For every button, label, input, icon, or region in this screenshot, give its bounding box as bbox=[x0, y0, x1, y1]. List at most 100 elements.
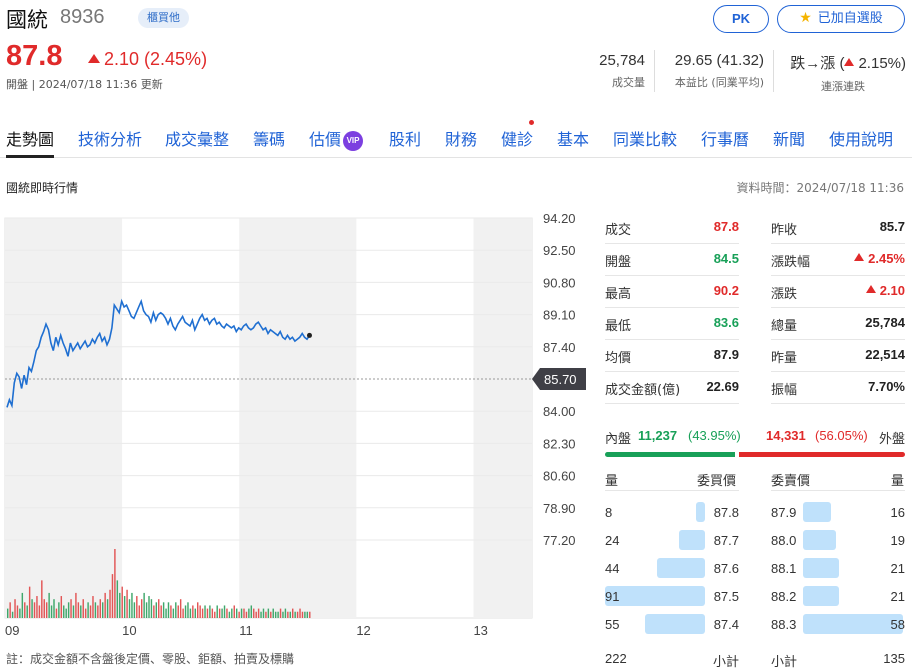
tab-trades[interactable]: 成交彙整 bbox=[165, 130, 230, 149]
tab-chips[interactable]: 籌碼 bbox=[253, 130, 286, 149]
quote-label: 總量 bbox=[771, 319, 798, 334]
volume-bar bbox=[197, 602, 199, 618]
bid-row[interactable]: 91 87.5 bbox=[605, 582, 739, 610]
volume-bar bbox=[60, 596, 63, 618]
volume-bar bbox=[309, 611, 311, 618]
watchlist-label: 已加自選股 bbox=[817, 11, 883, 26]
tab-help[interactable]: 使用說明 bbox=[829, 130, 894, 149]
y-tick-label: 87.40 bbox=[543, 340, 576, 355]
bid-row[interactable]: 55 87.4 bbox=[605, 610, 739, 638]
ask-row[interactable]: 58 88.3 bbox=[771, 610, 905, 638]
pk-button[interactable]: PK bbox=[713, 5, 769, 33]
bid-row[interactable]: 24 87.7 bbox=[605, 526, 739, 554]
tab-valuation[interactable]: 估價 VIP bbox=[309, 126, 364, 151]
volume-bar bbox=[63, 605, 65, 618]
bid-price: 87.6 bbox=[713, 561, 739, 576]
intraday-chart[interactable]: 94.20 92.50 90.80 89.10 87.40 84.00 82.30 80.60… bbox=[0, 210, 600, 672]
volume-bar bbox=[16, 605, 19, 618]
volume-bar bbox=[265, 611, 267, 618]
volume-bar bbox=[53, 599, 55, 618]
volume-bar bbox=[262, 608, 265, 618]
bid-row[interactable]: 44 87.6 bbox=[605, 554, 739, 582]
tab-financial[interactable]: 財務 bbox=[445, 130, 478, 149]
volume-bar bbox=[162, 602, 165, 618]
y-tick-label: 84.00 bbox=[543, 404, 576, 419]
volume-bar bbox=[233, 605, 235, 618]
volume-bar bbox=[306, 611, 309, 618]
tab-technical[interactable]: 技術分析 bbox=[78, 130, 143, 149]
ask-price: 87.9 bbox=[771, 505, 797, 520]
ask-row[interactable]: 21 88.2 bbox=[771, 582, 905, 610]
volume-bar bbox=[41, 580, 43, 618]
add-watchlist-button[interactable]: ★ 已加自選股 bbox=[777, 5, 905, 33]
quote-label: 最高 bbox=[605, 287, 632, 302]
volume-bar bbox=[255, 611, 257, 618]
ask-price: 88.2 bbox=[771, 589, 797, 604]
inner-pct: (43.95%) bbox=[688, 428, 741, 443]
volume-bar bbox=[277, 611, 279, 618]
volume-bar bbox=[131, 592, 133, 618]
volume-bar bbox=[65, 608, 67, 618]
volume-bar bbox=[287, 611, 289, 618]
ask-price: 88.3 bbox=[771, 617, 797, 632]
volume-bar bbox=[182, 608, 184, 618]
y-tick-label: 82.30 bbox=[543, 436, 576, 451]
volume-bar bbox=[248, 608, 250, 618]
tab-calendar[interactable]: 行事曆 bbox=[701, 130, 750, 149]
volume-bar bbox=[104, 592, 106, 618]
volume-bar bbox=[114, 549, 116, 618]
x-tick-label: 09 bbox=[5, 623, 19, 638]
tab-peers[interactable]: 同業比較 bbox=[613, 130, 678, 149]
ask-qty: 19 bbox=[890, 533, 905, 548]
bid-subtotal: 222 小計 bbox=[605, 648, 739, 672]
volume-bar bbox=[175, 602, 177, 618]
up-arrow-icon bbox=[865, 285, 876, 293]
stock-header: 國統 8936 櫃買他 PK ★ 已加自選股 87.8 2.10 (2.45%) … bbox=[0, 0, 912, 110]
inner-label: 內盤 bbox=[605, 432, 632, 447]
tab-trend[interactable]: 走勢圖 bbox=[6, 130, 55, 149]
quote-value: 83.6 bbox=[713, 315, 739, 330]
y-tick-label: 90.80 bbox=[543, 275, 576, 290]
volume-bar bbox=[221, 608, 223, 618]
ask-depth-bar bbox=[803, 502, 831, 522]
tab-health[interactable]: 健診 bbox=[501, 130, 534, 149]
volume-bar bbox=[260, 611, 262, 618]
volume-bar bbox=[304, 611, 306, 618]
ask-depth-bar bbox=[803, 614, 903, 634]
ask-depth-bar bbox=[803, 586, 839, 606]
stat-streak-value: 跌→漲 (2.15%) bbox=[780, 52, 906, 73]
volume-bar bbox=[279, 608, 282, 618]
volume-bar bbox=[250, 605, 253, 618]
stat-volume-label: 成交量 bbox=[612, 76, 645, 89]
bid-row[interactable]: 8 87.8 bbox=[605, 498, 739, 526]
ask-total-label: 小計 bbox=[771, 654, 798, 669]
orderbook-head-qty2: 量 bbox=[891, 474, 905, 489]
bid-depth-bar bbox=[657, 558, 705, 578]
quote-value: 25,784 bbox=[865, 315, 905, 330]
footnote: 註：成交金額不含盤後定價、零股、鉅額、拍賣及標購 bbox=[6, 652, 295, 666]
tab-news[interactable]: 新聞 bbox=[773, 130, 806, 149]
quote-value: 22,514 bbox=[865, 347, 905, 362]
ask-row[interactable]: 19 88.0 bbox=[771, 526, 905, 554]
stat-pe-value: 29.65 (41.32) bbox=[674, 52, 764, 69]
ask-row[interactable]: 16 87.9 bbox=[771, 498, 905, 526]
volume-bar bbox=[126, 589, 128, 618]
volume-bar bbox=[187, 602, 189, 618]
tab-dividend[interactable]: 股利 bbox=[389, 130, 422, 149]
ask-row[interactable]: 21 88.1 bbox=[771, 554, 905, 582]
volume-bar bbox=[38, 605, 41, 618]
volume-bar bbox=[243, 608, 245, 618]
orderbook-head-qty: 量 bbox=[605, 474, 619, 489]
notification-dot-icon bbox=[529, 120, 534, 125]
section-title: 國統即時行情 bbox=[6, 181, 79, 195]
volume-bar bbox=[240, 608, 243, 618]
volume-bar bbox=[172, 608, 175, 618]
volume-bar bbox=[238, 611, 240, 618]
market-tag[interactable]: 櫃買他 bbox=[138, 8, 189, 28]
volume-bar bbox=[179, 599, 182, 618]
last-price-dot bbox=[306, 332, 312, 338]
tab-basic[interactable]: 基本 bbox=[557, 130, 590, 149]
quote-label: 開盤 bbox=[605, 255, 632, 270]
active-tab-indicator bbox=[6, 155, 54, 158]
volume-bar bbox=[19, 608, 21, 618]
